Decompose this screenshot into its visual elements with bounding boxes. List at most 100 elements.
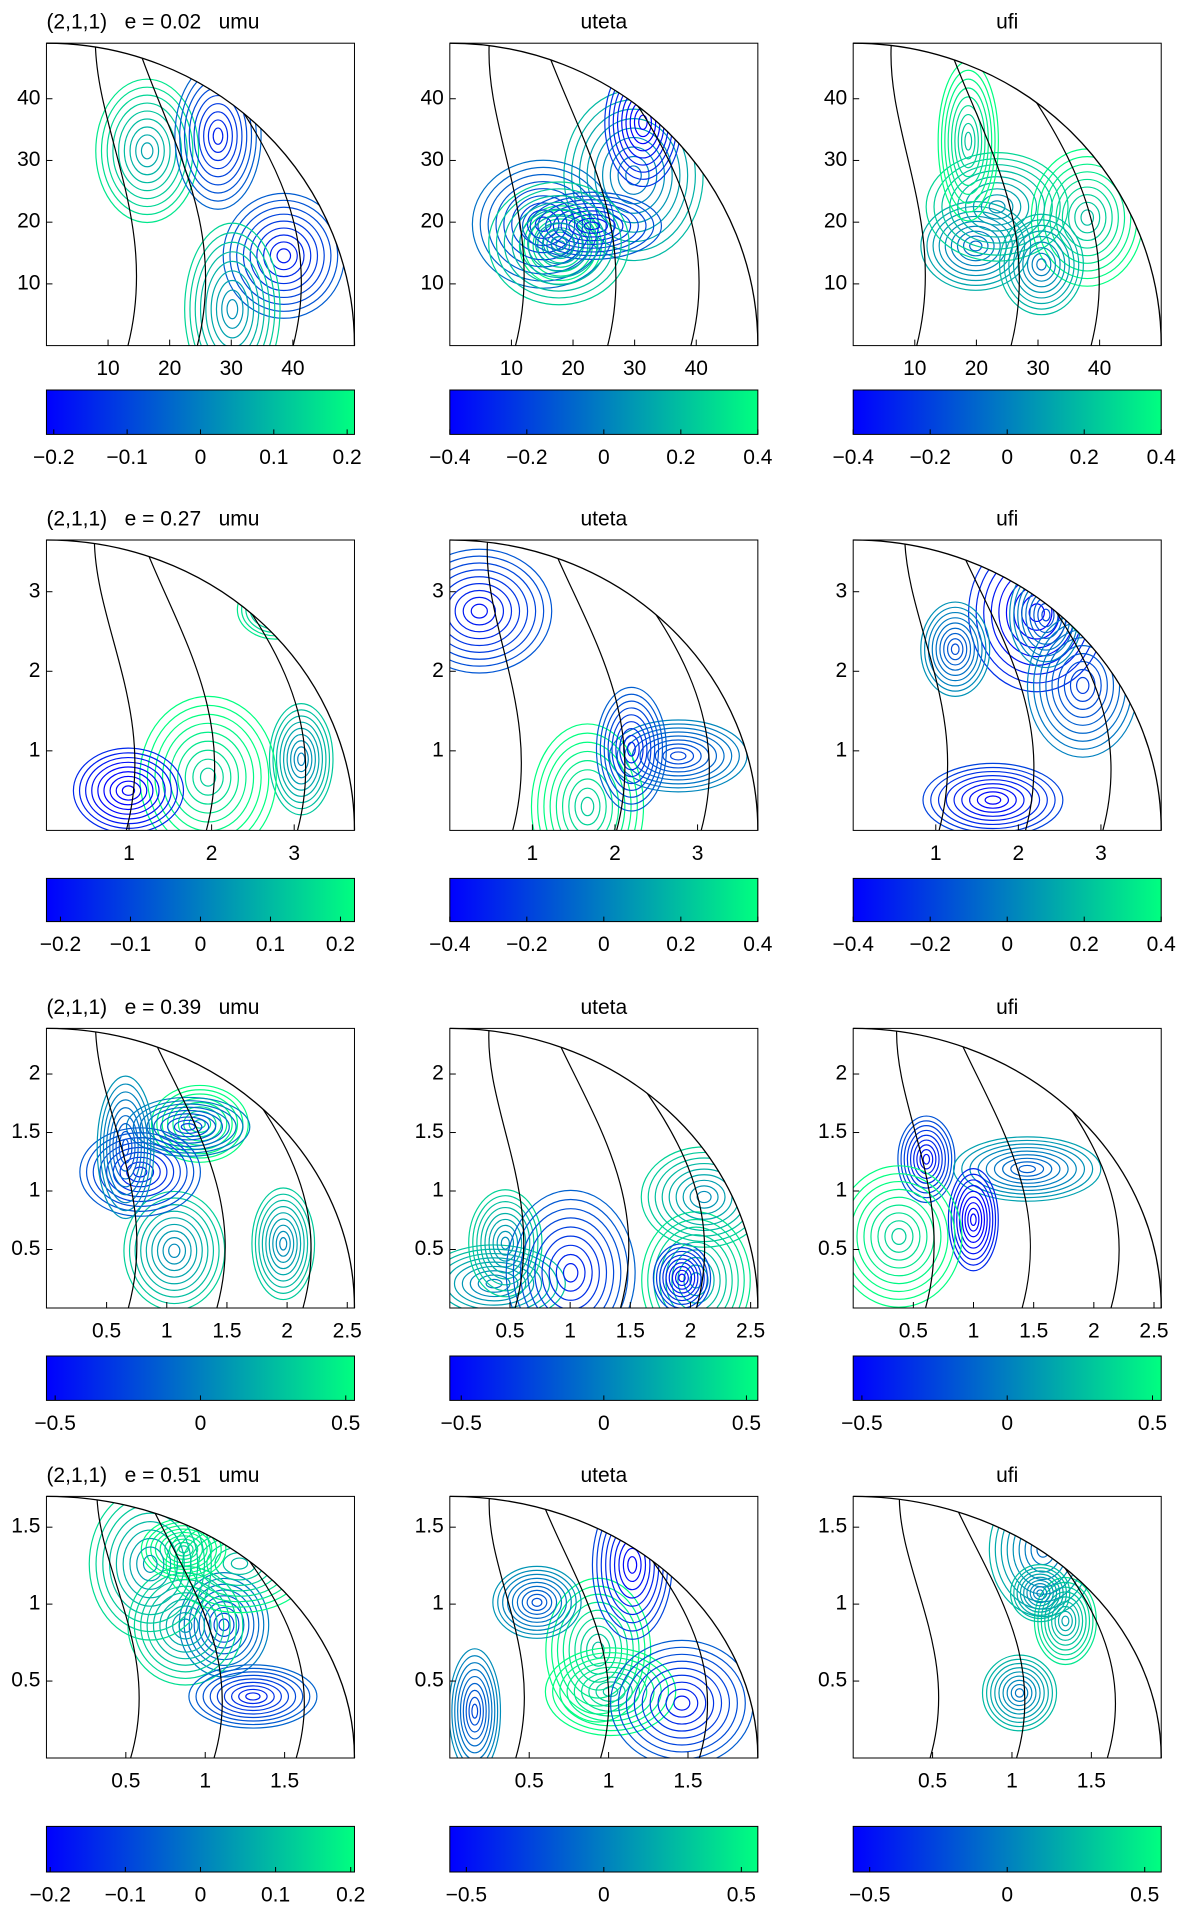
colorbar-tick-label: 0.4	[743, 446, 773, 469]
domain-boundary	[46, 1027, 356, 1309]
contour-line	[950, 643, 960, 656]
zero-contour	[904, 540, 949, 831]
y-tick-label: 1.5	[818, 1515, 847, 1538]
contour-line	[119, 1156, 161, 1188]
colorbar-tick-label: −0.5	[440, 1412, 481, 1435]
x-tick-label: 20	[561, 357, 584, 380]
contour-line	[933, 158, 1061, 256]
contour-line	[931, 617, 979, 682]
contour-line	[121, 785, 136, 796]
contour-line	[1022, 241, 1061, 288]
contour-line	[937, 770, 1048, 830]
y-tick-label: 1	[29, 738, 41, 761]
colorbar	[45, 389, 355, 435]
contour-line	[891, 1228, 907, 1245]
contour-line	[258, 1199, 309, 1288]
contour-line	[189, 232, 276, 346]
colorbar-tick-label: 0	[598, 933, 610, 956]
colorbar-tick-label: 0.2	[326, 933, 355, 956]
contour-line	[633, 1660, 731, 1746]
contour-line	[662, 747, 695, 765]
contour-line	[1023, 1576, 1058, 1610]
contour-line	[964, 131, 973, 151]
x-tick-label: 3	[692, 842, 704, 865]
contour-line	[950, 1173, 997, 1266]
contour-line	[159, 1598, 212, 1653]
contour-line	[139, 695, 277, 831]
contour-line	[109, 1107, 142, 1188]
x-tick-label: 10	[500, 357, 523, 380]
contour-line	[877, 1212, 921, 1261]
y-tick-label: 2	[836, 1062, 848, 1085]
contour-line	[1041, 608, 1051, 622]
x-tick-label: 1	[123, 842, 135, 865]
x-tick-label: 2.5	[736, 1320, 765, 1343]
y-tick-label: 1	[836, 738, 848, 761]
y-tick-label: 10	[17, 271, 40, 294]
panel-title: ufi	[996, 996, 1018, 1019]
colorbar-tick-label: −0.5	[841, 1412, 882, 1435]
contour-line	[950, 225, 1001, 267]
contour-line	[454, 589, 505, 633]
colorbar-tick-label: −0.4	[429, 446, 471, 469]
contour-line	[263, 234, 305, 278]
y-tick-label: 0.5	[818, 1237, 847, 1260]
contour-line	[151, 1223, 198, 1278]
contour-line	[548, 1244, 593, 1301]
contour-line	[958, 1190, 988, 1249]
y-tick-label: 40	[420, 86, 443, 109]
contour-line	[633, 107, 653, 138]
contour-line	[617, 1646, 746, 1758]
contour-field	[853, 1028, 1120, 1308]
contour-line	[1091, 584, 1123, 615]
y-tick-label: 3	[836, 579, 848, 602]
contour-line	[647, 1218, 745, 1308]
contour-line	[112, 102, 183, 200]
contour-line	[952, 1136, 1102, 1202]
contour-line	[167, 1116, 210, 1138]
zero-contour	[96, 1496, 140, 1758]
contour-line	[109, 775, 148, 806]
x-tick-label: 0.5	[899, 1320, 928, 1343]
panel-title: ufi	[996, 1464, 1018, 1487]
contour-line	[1009, 561, 1083, 669]
y-tick-label: 2	[29, 659, 41, 682]
contour-line	[102, 1091, 149, 1204]
contour-line	[293, 746, 309, 773]
contour-line	[870, 1204, 928, 1269]
colorbar	[449, 877, 759, 923]
contour-line	[527, 215, 591, 272]
contour-line	[297, 752, 306, 767]
contour-line	[502, 1573, 572, 1631]
contour-line	[563, 89, 704, 262]
zero-contour	[488, 43, 525, 346]
y-tick-label: 1	[836, 1179, 848, 1202]
zero-contour	[486, 540, 522, 831]
y-tick-label: 1.5	[11, 1120, 40, 1143]
contour-line	[282, 727, 320, 791]
contour-line	[184, 222, 281, 346]
contour-line	[673, 1695, 691, 1711]
contour-line	[922, 762, 1064, 831]
y-tick-label: 1	[29, 1592, 41, 1615]
y-tick-label: 20	[824, 210, 847, 233]
contour-line	[449, 1648, 502, 1758]
contour-line	[1047, 1596, 1084, 1646]
colorbar-tick-label: 0	[1001, 446, 1013, 469]
colorbar-tick-label: 0.2	[333, 446, 362, 469]
contour-line	[465, 1689, 484, 1733]
contour-line	[275, 1230, 291, 1257]
x-tick-label: 1.5	[1019, 1320, 1048, 1343]
contour-line	[1013, 1567, 1068, 1620]
contour-line	[272, 709, 331, 810]
colorbar-tick-label: 0	[195, 1884, 207, 1907]
contour-line	[998, 1671, 1041, 1715]
contour-line	[1006, 1679, 1033, 1707]
zero-contour	[896, 1028, 935, 1308]
colorbar-tick-label: 0.5	[732, 1412, 761, 1435]
x-tick-label: 0.5	[515, 1770, 544, 1793]
contour-line	[142, 1554, 158, 1573]
contour-line	[495, 188, 622, 299]
x-tick-label: 3	[1095, 842, 1107, 865]
